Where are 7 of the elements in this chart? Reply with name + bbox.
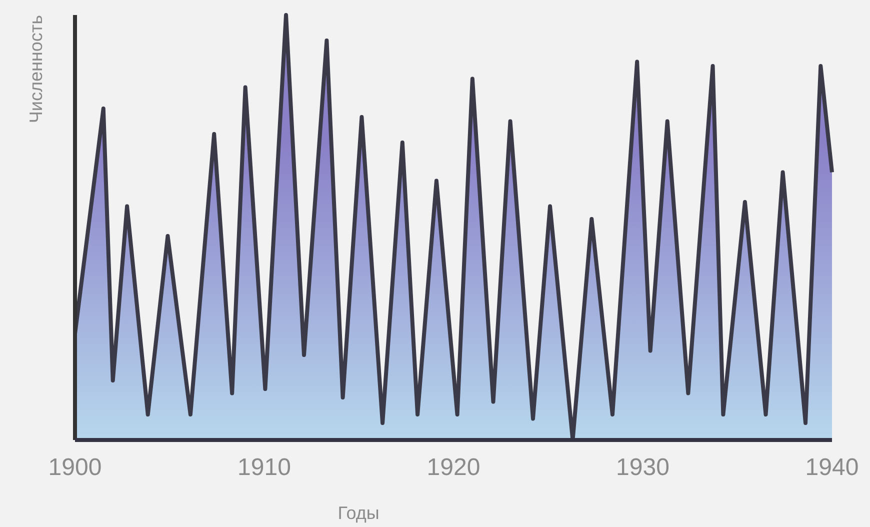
y-axis-title: Численность [26, 15, 46, 124]
x-axis-title: Годы [338, 503, 380, 523]
x-tick-label: 1920 [426, 454, 480, 481]
x-tick-label: 1940 [805, 454, 859, 481]
x-tick-label: 1930 [616, 454, 670, 481]
x-tick-label: 1900 [48, 454, 102, 481]
x-tick-label: 1910 [238, 454, 291, 481]
